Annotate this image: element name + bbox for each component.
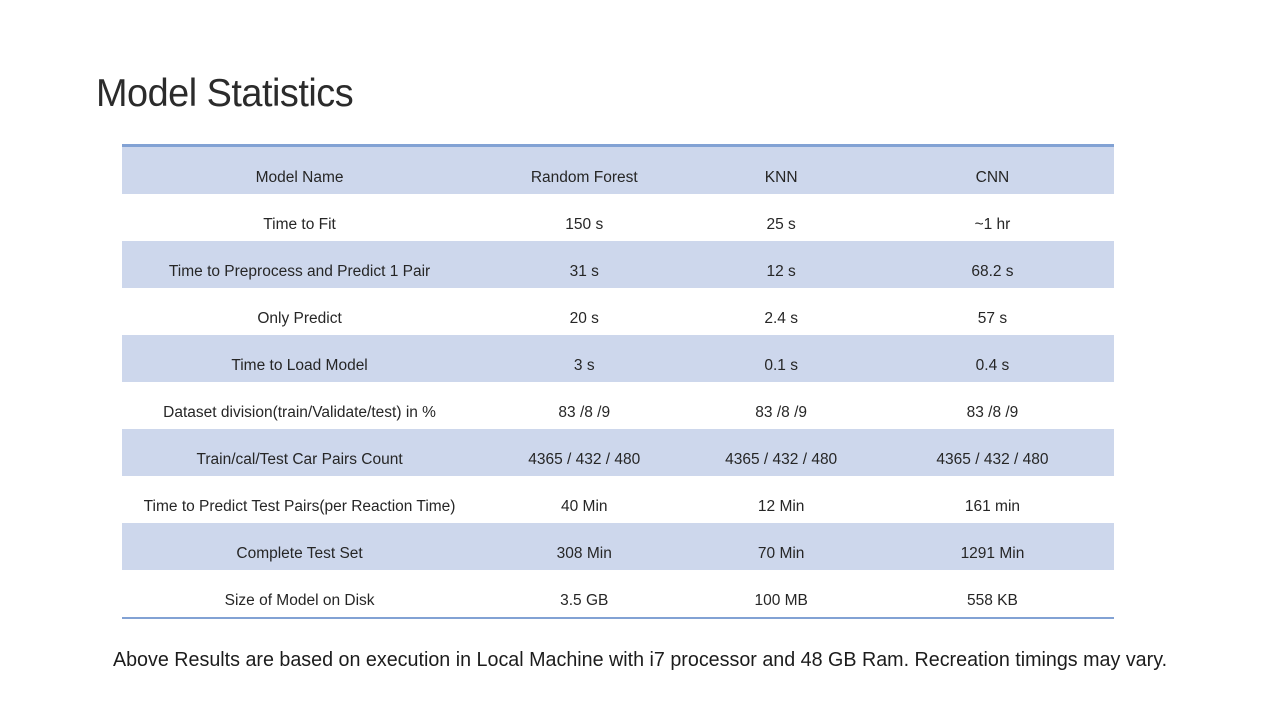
- table-row-only-predict: Only Predict 20 s 2.4 s 57 s: [122, 288, 1114, 335]
- value-cnn: 1291 Min: [960, 545, 1025, 562]
- value-random-forest: 83 /8 /9: [558, 404, 611, 421]
- value-knn: 2.4 s: [764, 310, 798, 327]
- value-cnn: 161 min: [964, 498, 1021, 515]
- value-random-forest: 150 s: [565, 216, 604, 233]
- value-knn: 70 Min: [757, 545, 805, 562]
- value-cnn: ~1 hr: [974, 216, 1011, 233]
- value-random-forest: 40 Min: [560, 498, 608, 515]
- row-label: Only Predict: [257, 310, 342, 327]
- value-random-forest: 3.5 GB: [560, 592, 609, 609]
- table-header-row: Model Name Random Forest KNN CNN: [122, 147, 1114, 194]
- slide-footnote: Above Results are based on execution in …: [112, 649, 1168, 671]
- header-random-forest: Random Forest: [530, 169, 638, 186]
- value-cnn: 83 /8 /9: [966, 404, 1019, 421]
- table-row-predict-test-pairs: Time to Predict Test Pairs(per Reaction …: [122, 476, 1114, 523]
- row-label: Time to Load Model: [231, 357, 368, 374]
- value-random-forest: 20 s: [569, 310, 599, 327]
- table-row-load-model: Time to Load Model 3 s 0.1 s 0.4 s: [122, 335, 1114, 382]
- header-cnn: CNN: [975, 169, 1010, 186]
- table-row-dataset-division: Dataset division(train/Validate/test) in…: [122, 382, 1114, 429]
- value-random-forest: 31 s: [569, 263, 599, 280]
- row-label: Size of Model on Disk: [224, 592, 375, 609]
- table-row-model-size: Size of Model on Disk 3.5 GB 100 MB 558 …: [122, 570, 1114, 617]
- row-label: Time to Preprocess and Predict 1 Pair: [168, 263, 431, 280]
- table-row-pairs-count: Train/cal/Test Car Pairs Count 4365 / 43…: [122, 429, 1114, 476]
- table-row-complete-test-set: Complete Test Set 308 Min 70 Min 1291 Mi…: [122, 523, 1114, 570]
- row-label: Time to Fit: [263, 216, 336, 233]
- value-cnn: 57 s: [977, 310, 1008, 327]
- model-statistics-table: Model Name Random Forest KNN CNN Time to…: [122, 144, 1114, 619]
- value-random-forest: 3 s: [573, 357, 595, 374]
- value-cnn: 0.4 s: [975, 357, 1010, 374]
- header-knn: KNN: [764, 169, 798, 186]
- value-cnn: 68.2 s: [971, 263, 1014, 280]
- value-cnn: 558 KB: [967, 592, 1018, 609]
- slide-title: Model Statistics: [96, 72, 354, 115]
- table-row-preprocess-predict: Time to Preprocess and Predict 1 Pair 31…: [122, 241, 1114, 288]
- table-row-time-to-fit: Time to Fit 150 s 25 s ~1 hr: [122, 194, 1114, 241]
- header-model-name: Model Name: [255, 169, 344, 186]
- value-knn: 83 /8 /9: [755, 404, 808, 421]
- value-knn: 12 Min: [757, 498, 805, 515]
- row-label: Time to Predict Test Pairs(per Reaction …: [143, 498, 456, 515]
- value-knn: 100 MB: [754, 592, 808, 609]
- value-knn: 25 s: [766, 216, 796, 233]
- value-knn: 0.1 s: [764, 357, 798, 374]
- value-knn: 4365 / 432 / 480: [725, 451, 838, 468]
- row-label: Complete Test Set: [236, 545, 363, 562]
- row-label: Train/cal/Test Car Pairs Count: [196, 451, 403, 468]
- value-random-forest: 308 Min: [556, 545, 612, 562]
- value-knn: 12 s: [766, 263, 796, 280]
- value-random-forest: 4365 / 432 / 480: [528, 451, 641, 468]
- row-label: Dataset division(train/Validate/test) in…: [163, 404, 436, 421]
- value-cnn: 4365 / 432 / 480: [936, 451, 1049, 468]
